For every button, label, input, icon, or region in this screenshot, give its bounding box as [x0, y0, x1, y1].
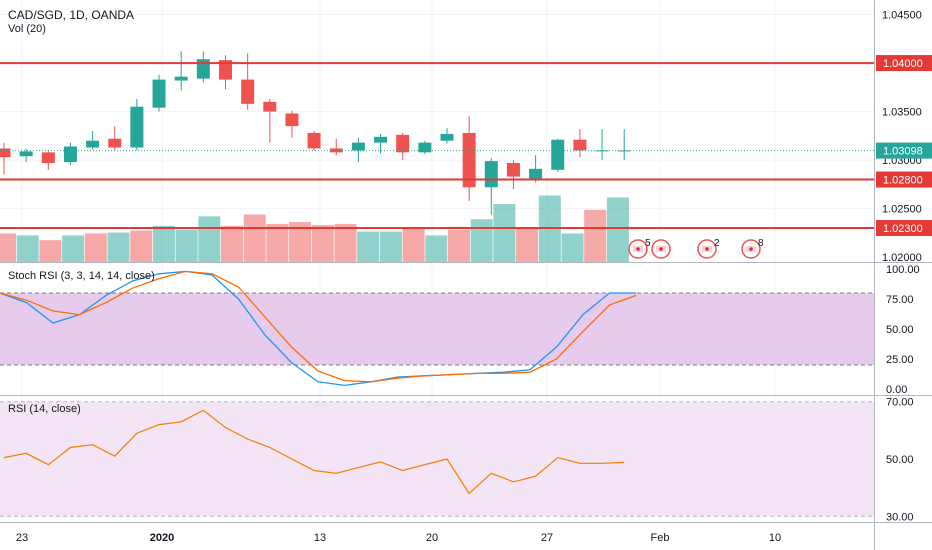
time-tick-label: 23 [16, 532, 28, 544]
stoch-tick-label: 0.00 [886, 384, 907, 396]
rsi-tick-label: 30.00 [886, 511, 914, 523]
candle-body [595, 150, 609, 152]
candle-body [19, 151, 33, 157]
candle-body [506, 163, 520, 177]
stoch-rsi-legend: Stoch RSI (3, 3, 14, 14, close) [8, 270, 155, 282]
candle-body [351, 142, 365, 151]
volume-bar [130, 230, 153, 262]
flag-leaf-icon [659, 247, 663, 251]
candle-body [484, 161, 498, 188]
candle-body [285, 113, 299, 127]
volume-bar [175, 229, 198, 262]
candle-body [174, 76, 188, 81]
flag-leaf-icon [636, 247, 640, 251]
time-tick-label: Feb [651, 532, 670, 544]
volume-bar [16, 235, 39, 262]
candle-body [462, 132, 476, 188]
volume-bar [606, 197, 629, 262]
symbol-title: CAD/SGD, 1D, OANDA [8, 8, 135, 22]
candle-body [396, 134, 410, 153]
candle-body [241, 79, 255, 104]
event-count: 8 [758, 238, 764, 249]
rsi-line [3, 409, 625, 495]
time-tick-label: 27 [541, 532, 553, 544]
level-badge [876, 55, 932, 72]
candle-body [263, 101, 277, 112]
rsi-tick-label: 70.00 [886, 397, 914, 409]
level-badge [876, 220, 932, 237]
stoch-k-line [0, 270, 636, 387]
time-tick-label: 20 [426, 532, 438, 544]
flag-leaf-icon [749, 247, 753, 251]
event-count: 2 [714, 238, 720, 249]
volume-bar [561, 233, 584, 262]
candle-body [418, 142, 432, 153]
price-tick-label: 1.03500 [882, 107, 922, 119]
flag-leaf-icon [705, 247, 709, 251]
volume-bar [448, 229, 470, 262]
candle-body [108, 138, 122, 148]
candle-body [219, 60, 232, 80]
volume-bar [152, 225, 175, 262]
candle-body [307, 132, 321, 149]
volume-bar [584, 209, 607, 262]
volume-bar [311, 224, 334, 262]
candle-body [529, 168, 543, 180]
price-tick-label: 1.02500 [882, 204, 922, 216]
volume-legend: Vol (20) [8, 23, 46, 35]
stoch-tick-label: 75.00 [886, 294, 914, 306]
stoch-d-line [0, 270, 637, 383]
volume-bar [266, 224, 289, 262]
price-tick-label: 1.04500 [882, 10, 922, 22]
candle-body [41, 152, 55, 164]
time-tick-label: 2020 [150, 532, 174, 544]
volume-bar [379, 231, 402, 262]
candle-body [573, 139, 587, 151]
volume-bar [493, 204, 516, 262]
volume-bar [198, 216, 221, 262]
candle-body [551, 139, 565, 170]
time-tick-label: 10 [769, 532, 781, 544]
stoch-tick-label: 100.00 [886, 264, 920, 276]
rsi-legend: RSI (14, close) [8, 403, 81, 415]
volume-bar [107, 232, 130, 262]
event-count: 5 [645, 238, 651, 249]
candle-body [0, 148, 11, 158]
rsi-band [0, 401, 874, 517]
current-price-label: 1.03098 [883, 146, 923, 158]
level-badge [876, 171, 932, 188]
volume-bar [516, 228, 539, 262]
rsi-tick-label: 50.00 [886, 454, 914, 466]
stoch-tick-label: 25.00 [886, 354, 914, 366]
level-badge-label: 1.04000 [883, 58, 923, 70]
stoch-tick-label: 50.00 [886, 324, 914, 336]
level-badge-label: 1.02300 [883, 223, 923, 235]
volume-bar [221, 225, 243, 262]
candle-body [152, 79, 166, 108]
volume-bar [0, 233, 16, 262]
volume-bar [470, 219, 493, 262]
volume-bar [357, 231, 380, 262]
candle-body [130, 106, 144, 148]
candle-body [86, 140, 100, 148]
candle-body [440, 133, 454, 141]
volume-bar [84, 233, 107, 262]
time-tick-label: 13 [314, 532, 326, 544]
volume-bar [243, 214, 266, 262]
price-tick-label: 1.02000 [882, 252, 922, 264]
candle-body [374, 136, 388, 143]
volume-bar [425, 235, 448, 262]
current-price-badge [876, 142, 932, 159]
level-badge-label: 1.02800 [883, 175, 923, 187]
volume-bar [289, 222, 312, 262]
volume-bar [39, 240, 62, 262]
volume-bar [62, 235, 85, 262]
volume-bar [334, 224, 357, 262]
candle-body [63, 146, 77, 163]
stoch-band [0, 293, 874, 365]
volume-bar [402, 228, 425, 262]
